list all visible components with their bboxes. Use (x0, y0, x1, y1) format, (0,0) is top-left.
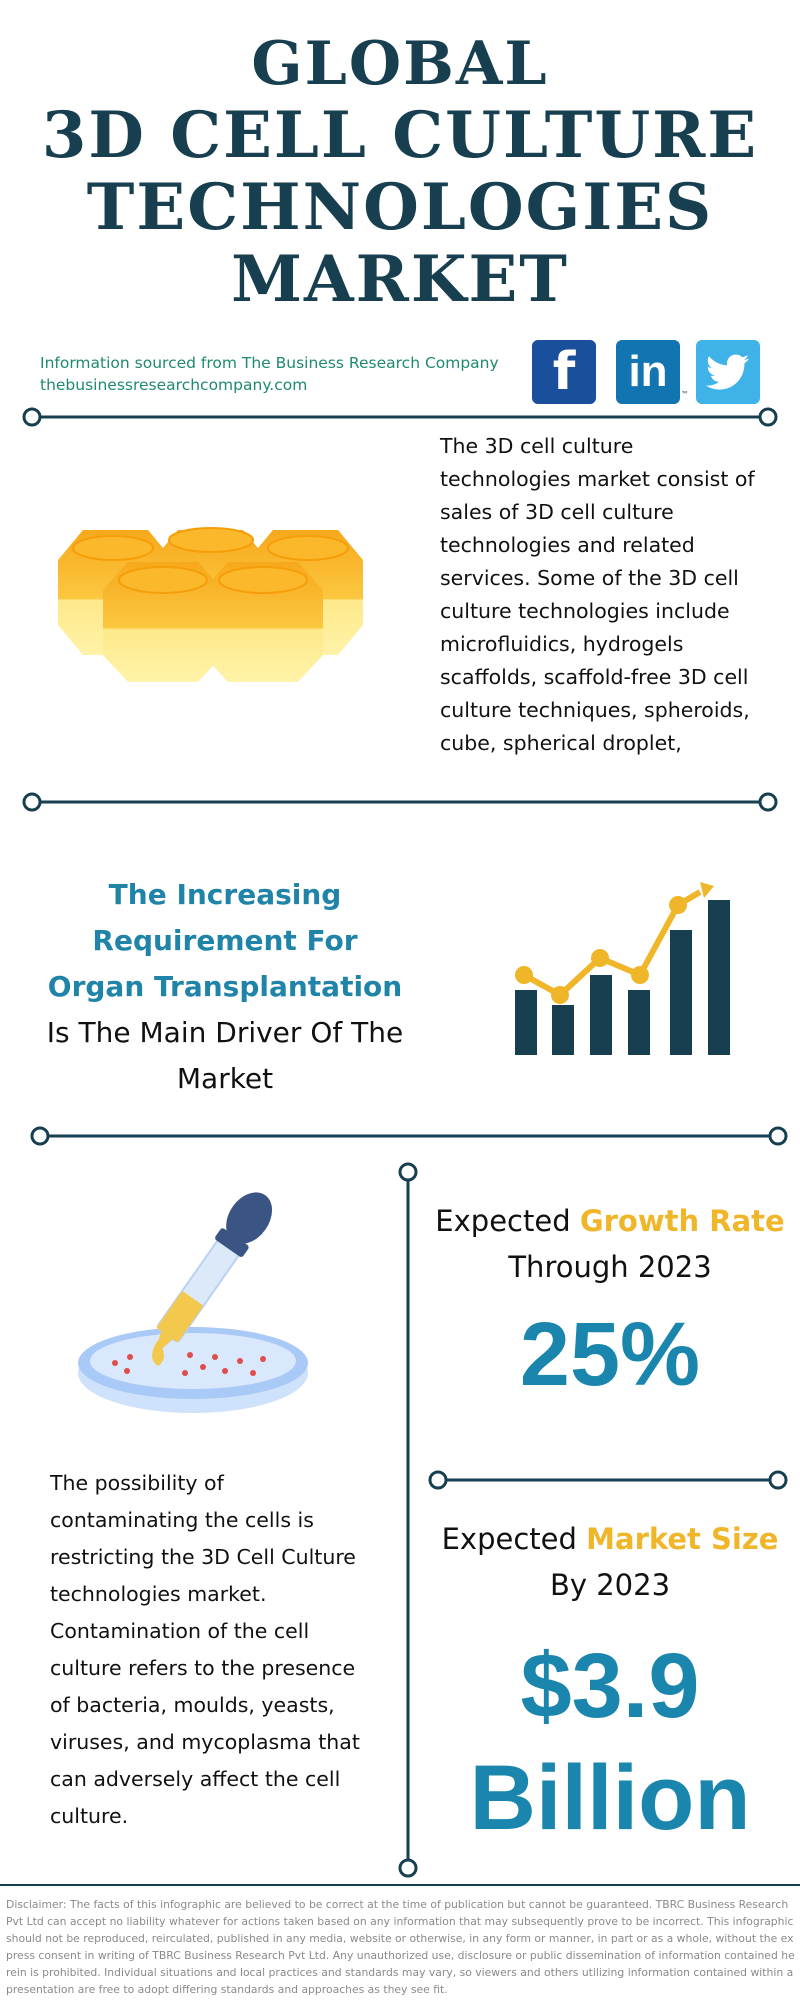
twitter-bird-icon (706, 354, 749, 390)
title-line-2: 3D CELL CULTURE (41, 98, 759, 173)
market-description: The 3D cell culture technologies market … (440, 434, 755, 755)
source-text: Information sourced from The Business Re… (40, 354, 499, 372)
divider-3 (30, 1126, 788, 1146)
driver-highlight: The Increasing Requirement For Organ Tra… (47, 878, 403, 1003)
market-size-label: Expected Market Size By 2023 (425, 1516, 795, 1608)
driver-rest: Is The Main Driver Of The Market (46, 1016, 404, 1095)
growth-highlight: Growth Rate (579, 1204, 785, 1238)
linkedin-trademark: ™ (681, 390, 689, 399)
facebook-glyph: f (552, 342, 576, 402)
vertical-divider (398, 1162, 418, 1878)
page-title: GLOBAL 3D CELL CULTURE TECHNOLOGIES MARK… (0, 28, 800, 316)
divider-1 (22, 407, 778, 427)
disclaimer: Disclaimer: The facts of this infographi… (6, 1898, 795, 1996)
title-line-4: MARKET (231, 242, 569, 317)
source-url[interactable]: thebusinessresearchcompany.com (40, 376, 308, 394)
facebook-icon[interactable]: f (532, 340, 596, 404)
market-size-unit: Billion (469, 1747, 751, 1849)
title-line-3: TECHNOLOGIES (86, 170, 714, 245)
market-size-value: $3.9 Billion (420, 1630, 800, 1854)
pipette-petri-dish-icon (78, 1192, 308, 1413)
market-size-amount: $3.9 (520, 1635, 700, 1737)
growth-rate-label: Expected Growth Rate Through 2023 (425, 1198, 795, 1290)
divider-2 (22, 792, 778, 812)
growth-rate-value: 25% (519, 1305, 701, 1405)
growth-prefix: Expected (435, 1204, 580, 1238)
market-size-highlight: Market Size (586, 1522, 779, 1556)
divider-4 (428, 1470, 788, 1490)
growth-chart-icon (515, 882, 730, 1055)
twitter-icon[interactable] (696, 340, 760, 404)
source-info: Information sourced from The Business Re… (40, 352, 499, 396)
market-restraint: The possibility of contaminating the cel… (50, 1471, 360, 1828)
market-driver: The Increasing Requirement For Organ Tra… (40, 872, 410, 1102)
growth-suffix: Through 2023 (508, 1250, 712, 1284)
linkedin-icon[interactable]: in (616, 340, 680, 404)
market-size-prefix: Expected (441, 1522, 587, 1556)
linkedin-glyph: in (628, 347, 668, 396)
title-line-1: GLOBAL (251, 29, 549, 99)
honeycomb-icon (58, 527, 363, 682)
market-size-suffix: By 2023 (549, 1568, 671, 1602)
footer-rule (0, 1884, 800, 1886)
